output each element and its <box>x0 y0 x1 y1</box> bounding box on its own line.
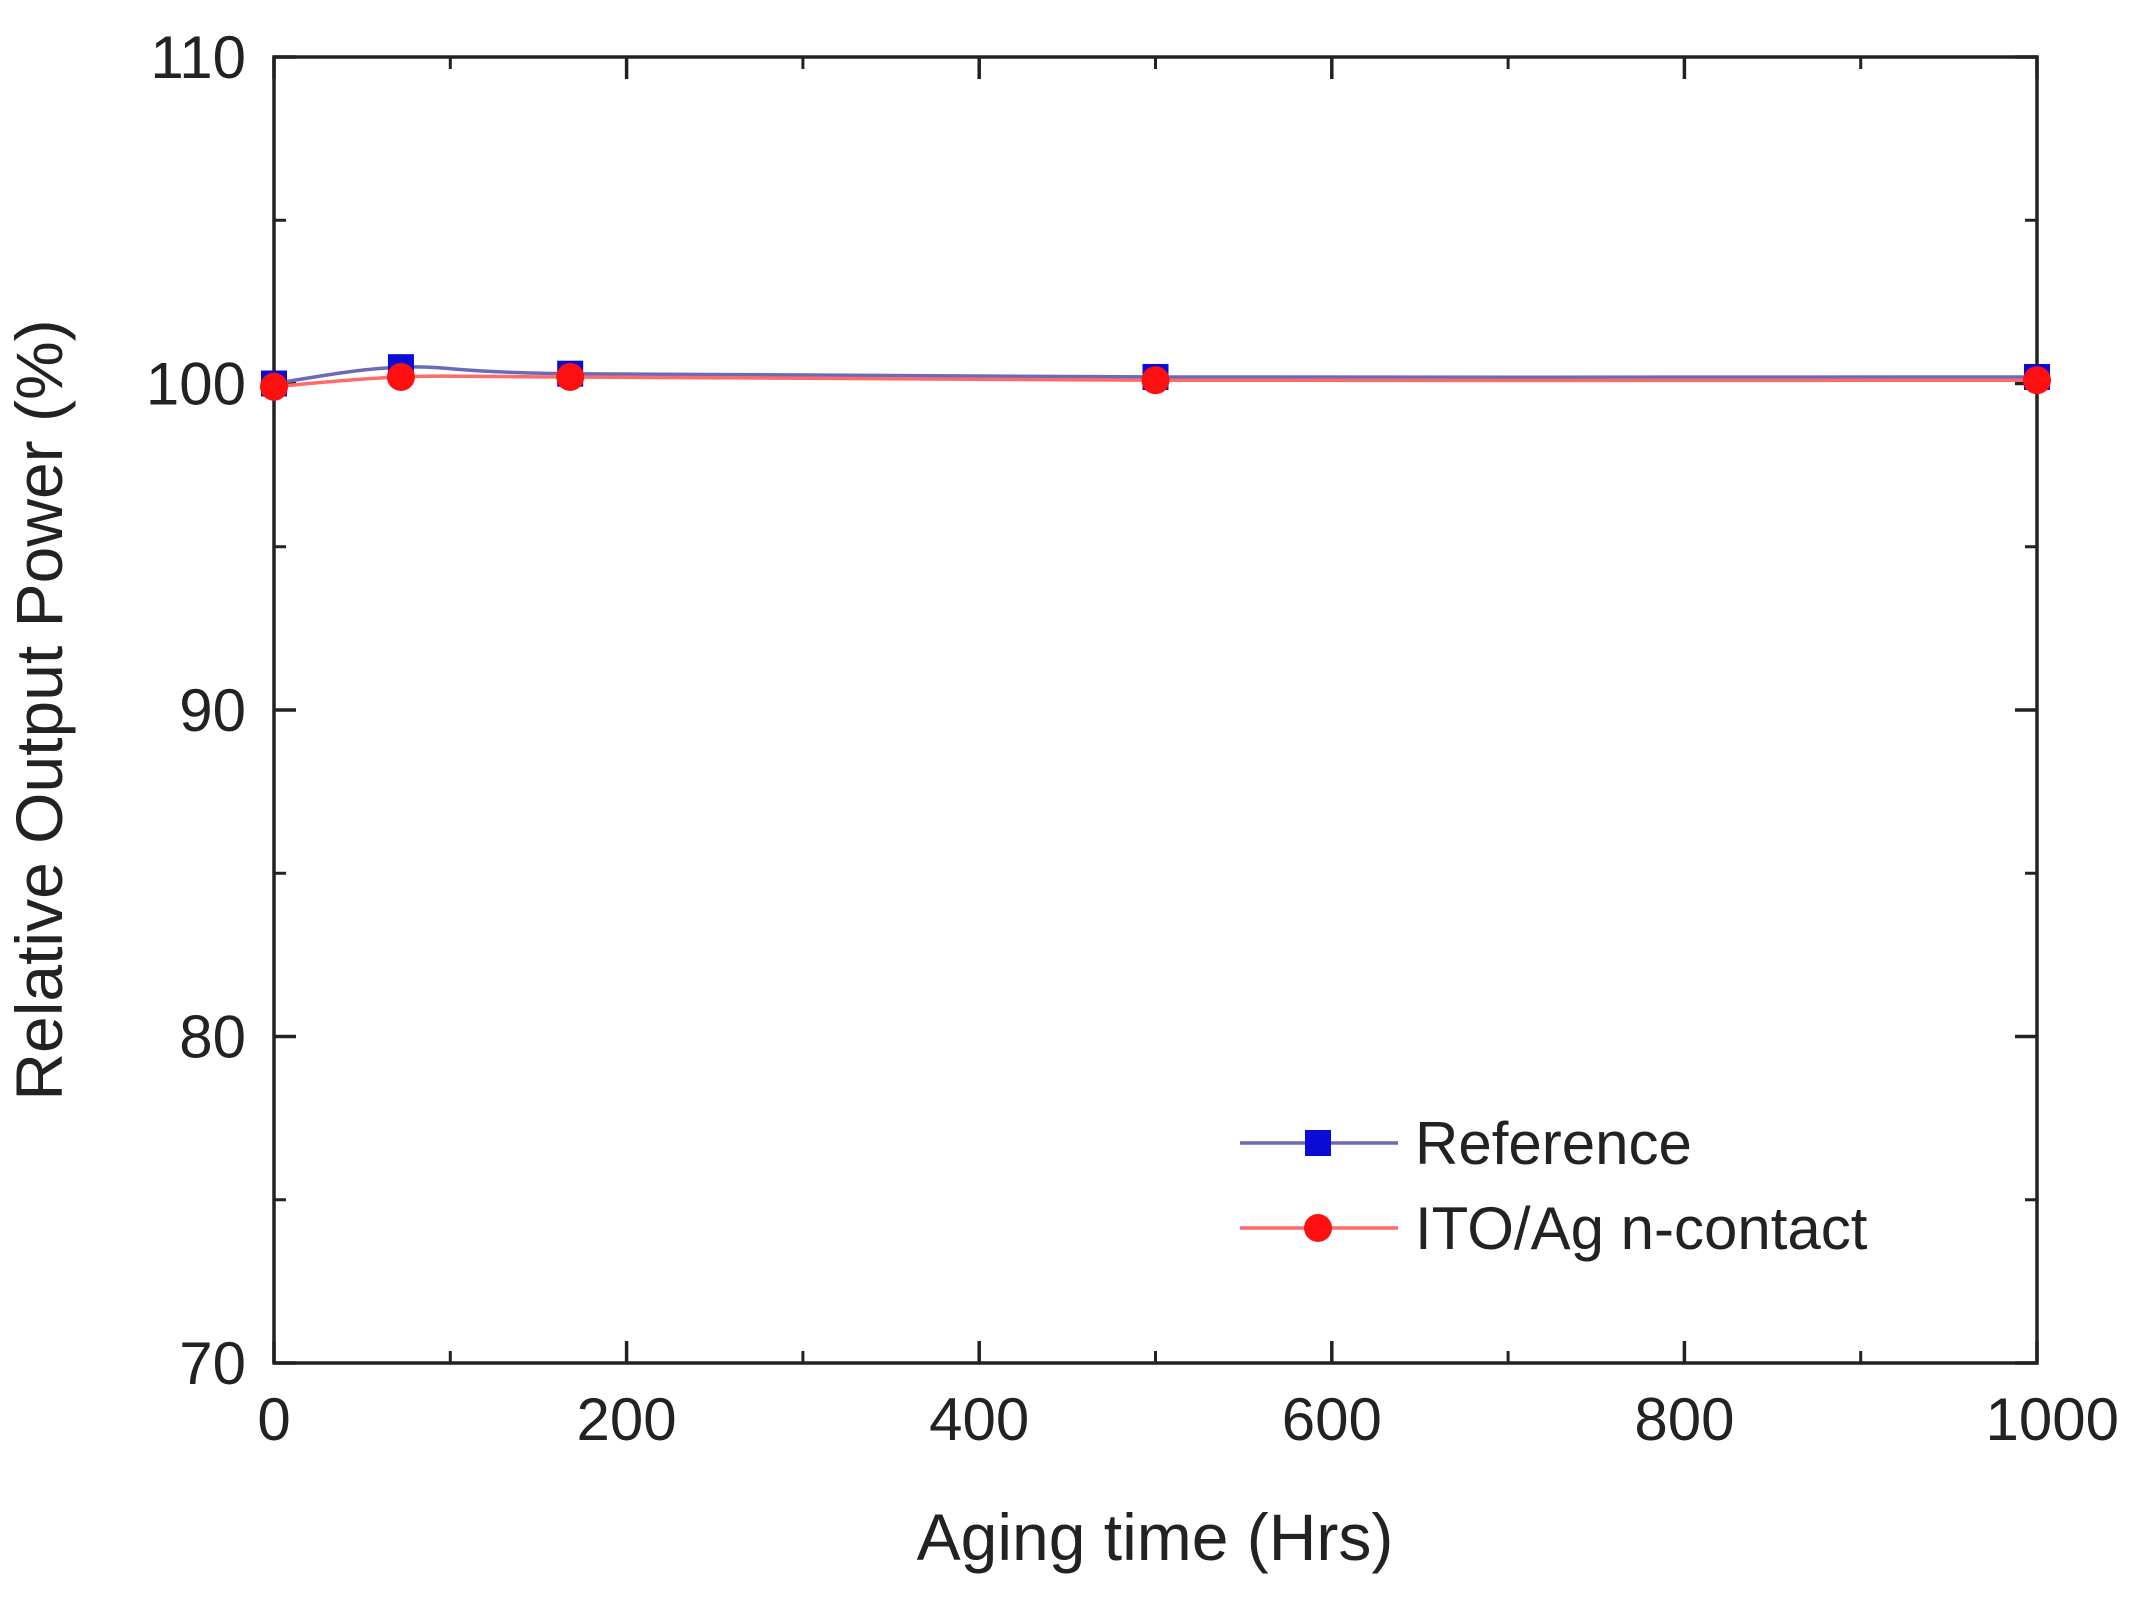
x-tick-label: 600 <box>1282 1386 1382 1453</box>
legend-marker-ito-ag-n-contact <box>1304 1214 1332 1242</box>
y-tick-label: 100 <box>146 351 246 418</box>
y-tick-label: 70 <box>179 1330 246 1397</box>
series-ito-ag-n-contact <box>260 362 2051 401</box>
y-tick-label: 80 <box>179 1004 246 1071</box>
x-tick-label: 800 <box>1634 1386 1734 1453</box>
legend: Reference ITO/Ag n-contact <box>1240 1110 1868 1262</box>
minor-ticks <box>274 57 2037 1363</box>
y-axis-title: Relative Output Power (%) <box>2 319 76 1100</box>
tick-labels: 0 200 400 600 800 1000 70 80 90 100 110 <box>146 24 2119 1453</box>
series-layer <box>260 354 2051 401</box>
legend-label-reference: Reference <box>1415 1110 1692 1177</box>
legend-label-ito-ag-n-contact: ITO/Ag n-contact <box>1415 1195 1868 1262</box>
x-tick-label: 0 <box>257 1386 290 1453</box>
plot-frame <box>272 55 2039 1365</box>
x-axis-title: Aging time (Hrs) <box>917 1500 1394 1574</box>
data-point-ito-ag-n-contact <box>386 362 415 391</box>
y-tick-label: 90 <box>179 677 246 744</box>
x-tick-label: 200 <box>577 1386 677 1453</box>
major-ticks <box>272 55 2039 1365</box>
data-point-ito-ag-n-contact <box>260 372 288 401</box>
y-tick-label: 110 <box>150 24 246 91</box>
x-tick-label: 400 <box>929 1386 1029 1453</box>
data-point-ito-ag-n-contact <box>556 362 585 391</box>
data-point-ito-ag-n-contact <box>2023 366 2051 395</box>
data-point-ito-ag-n-contact <box>1141 366 1170 395</box>
x-tick-label: 1000 <box>1986 1386 2119 1453</box>
legend-marker-reference <box>1305 1130 1331 1156</box>
